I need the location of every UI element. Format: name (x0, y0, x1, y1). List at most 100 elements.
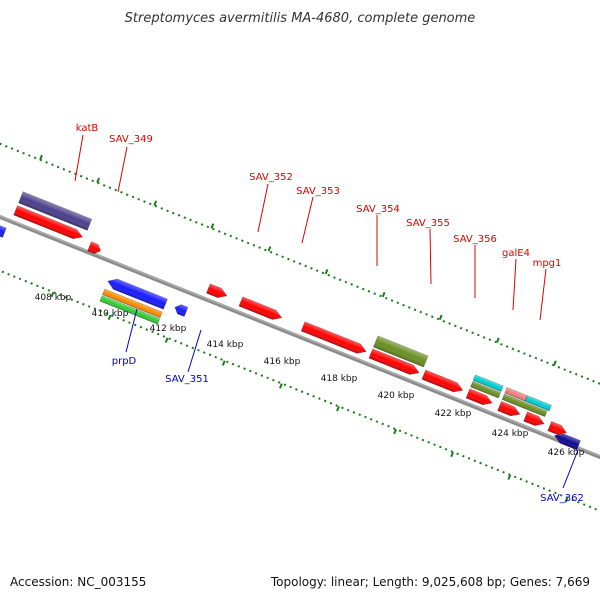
reverse-ruler-dot (1, 270, 5, 274)
reverse-ruler-dot (479, 461, 482, 465)
forward-ruler-dot (223, 232, 227, 236)
forward-ruler-dot (511, 347, 515, 351)
reverse-ruler-dot (99, 309, 102, 313)
forward-ruler-dot (413, 308, 417, 312)
reverse-ruler-dot (456, 452, 459, 456)
reverse-ruler-dot (122, 319, 125, 322)
forward-ruler-dot (540, 359, 543, 362)
gene-SAV_362-shade (554, 433, 581, 450)
reverse-ruler-dot (208, 353, 212, 357)
forward-ruler-dot (431, 315, 434, 318)
forward-ruler-dot (166, 209, 169, 213)
forward-ruler-dot (361, 287, 365, 291)
reverse-ruler-dot (352, 411, 356, 414)
forward-ruler-dot (459, 326, 463, 330)
gene-label-katB[interactable]: katB (76, 123, 99, 134)
reverse-ruler-dot (444, 447, 448, 451)
scale-label-424kbp: 424 kbp (492, 429, 529, 439)
forward-ruler-dot (350, 283, 354, 286)
gene-SAV_354-shade (301, 321, 367, 354)
forward-ruler-dot (390, 299, 394, 302)
scale-label-426kbp: 426 kbp (548, 448, 585, 458)
reverse-ruler-dot (519, 477, 523, 481)
forward-ruler-dot (51, 163, 54, 167)
forward-ruler-dot (183, 216, 187, 219)
gene-label-galE4[interactable]: galE4 (502, 248, 530, 259)
scale-label-412kbp: 412 kbp (150, 324, 187, 334)
forward-ruler-dot (177, 214, 181, 217)
gene-label-SAV_356[interactable]: SAV_356 (453, 234, 497, 245)
gene-label-SAV_353[interactable]: SAV_353 (296, 186, 340, 197)
reverse-ruler-dot (387, 424, 390, 428)
gene-label-SAV_352[interactable]: SAV_352 (249, 172, 293, 183)
genome-backbone (0, 200, 600, 479)
reverse-ruler-dot (415, 436, 419, 440)
reverse-ruler-dot (473, 459, 477, 463)
reverse-ruler-dot (381, 422, 385, 426)
forward-ruler-dot (327, 273, 330, 277)
forward-ruler-dot (448, 322, 451, 325)
forward-ruler-tick (267, 246, 272, 252)
reverse-ruler-dot (312, 394, 315, 398)
forward-ruler-dot (298, 262, 302, 266)
reverse-ruler-dot (588, 505, 592, 509)
reverse-ruler-tick (164, 337, 169, 343)
reverse-ruler-dot (13, 275, 16, 278)
forward-ruler-dot (275, 253, 279, 256)
map-title: Streptomyces avermitilis MA-4680, comple… (125, 11, 476, 26)
forward-ruler-dot (304, 264, 307, 268)
gene-label-SAV_362[interactable]: SAV_362 (540, 493, 584, 504)
topology-text: Topology: linear; Length: 9,025,608 bp; … (270, 575, 590, 589)
reverse-ruler-dot (168, 337, 172, 341)
reverse-ruler-dot (225, 360, 229, 364)
gene-SAV_355-shade (373, 335, 429, 368)
forward-ruler-dot (379, 294, 382, 298)
forward-ruler-dot (56, 165, 60, 169)
scale-label-416kbp: 416 kbp (264, 357, 301, 367)
forward-ruler-dot (574, 372, 578, 376)
gene-mpg1-b-shade (502, 393, 548, 417)
forward-ruler-dot (229, 234, 233, 238)
reverse-ruler-dot (335, 404, 338, 407)
gene-SAV_353-shade (238, 296, 282, 320)
reverse-ruler-dot (329, 401, 333, 405)
reverse-ruler-dot (185, 344, 189, 347)
reverse-ruler-dot (214, 355, 218, 359)
forward-ruler-dot (592, 379, 595, 383)
reverse-ruler-tick (450, 451, 455, 458)
gene-label-mpg1[interactable]: mpg1 (533, 258, 562, 269)
forward-ruler-tick (39, 154, 43, 161)
reverse-ruler-dot (82, 302, 85, 306)
forward-ruler-dot (454, 324, 457, 328)
gene-label-SAV_354[interactable]: SAV_354 (356, 204, 400, 215)
reverse-ruler-dot (398, 429, 402, 433)
forward-ruler-tick (153, 200, 158, 206)
forward-ruler-dot (523, 352, 526, 355)
gene-label-prpD[interactable]: prpD (112, 356, 137, 367)
forward-ruler-dot (546, 361, 549, 365)
reverse-ruler-dot (536, 484, 540, 488)
forward-ruler-dot (131, 195, 135, 199)
reverse-ruler-dot (542, 487, 546, 490)
reverse-ruler-dot (554, 491, 557, 495)
reverse-ruler-dot (485, 464, 488, 467)
reverse-ruler-dot (237, 365, 241, 368)
gene-label-SAV_351[interactable]: SAV_351 (165, 374, 209, 385)
forward-ruler-dot (62, 168, 66, 171)
reverse-ruler-dot (277, 381, 281, 384)
gene-label-SAV_349[interactable]: SAV_349 (109, 134, 153, 145)
reverse-ruler-dot (358, 413, 361, 417)
gene-SAV_361-shade (547, 421, 567, 435)
forward-ruler-dot (494, 340, 497, 344)
reverse-ruler-tick (564, 497, 569, 503)
reverse-ruler-dot (295, 388, 298, 391)
gene-prpD-c-shade (99, 295, 160, 325)
forward-ruler-dot (10, 147, 14, 150)
reverse-ruler-dot (93, 307, 97, 311)
forward-ruler-dot (563, 368, 567, 371)
forward-ruler-tick (324, 268, 329, 275)
forward-gene-labels: katB SAV_349 SAV_352 SAV_353 SAV_354 SAV… (76, 123, 562, 269)
reverse-ruler-dot (421, 438, 425, 442)
gene-label-SAV_355[interactable]: SAV_355 (406, 218, 450, 229)
reverse-ruler-dot (404, 431, 408, 435)
